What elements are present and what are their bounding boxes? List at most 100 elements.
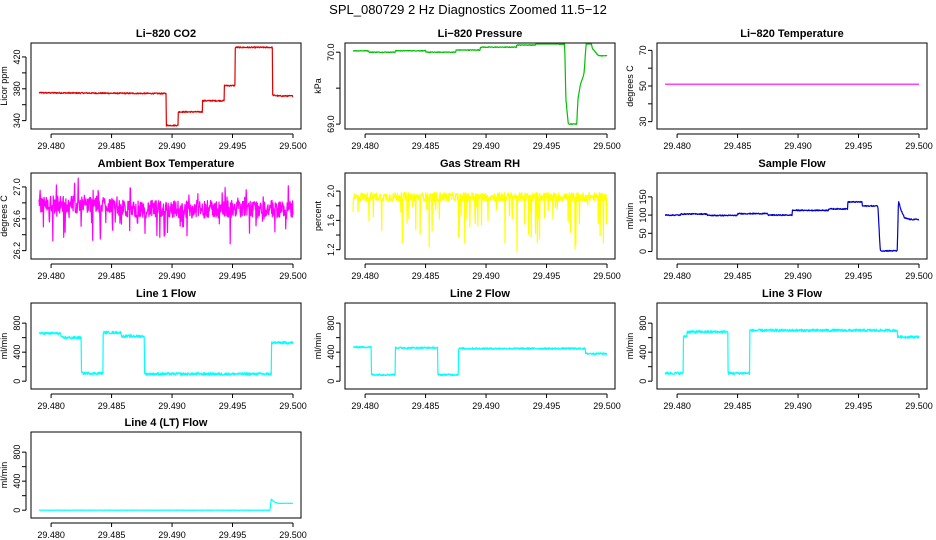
series-line	[38, 498, 294, 511]
x-tick-label: 29.485	[98, 530, 126, 540]
plot-frame	[30, 172, 302, 260]
y-tick-label: 0	[638, 249, 648, 254]
x-tick-label: 29.480	[663, 271, 691, 281]
x-tick-label: 29.490	[472, 141, 500, 151]
x-tick-label: 29.495	[533, 401, 561, 411]
y-tick-label: 0	[12, 508, 22, 513]
x-tick-label: 29.490	[158, 530, 186, 540]
x-tick-label: 29.495	[845, 141, 873, 151]
y-tick-label: 800	[638, 316, 648, 331]
series-line	[38, 330, 294, 376]
y-tick-label: 50	[638, 81, 648, 91]
panel-title: Li−820 Pressure	[438, 28, 523, 40]
series-line	[38, 177, 294, 245]
y-tick-label: 69.0	[326, 115, 336, 133]
x-tick-label: 29.480	[37, 271, 65, 281]
x-tick-label: 29.480	[351, 271, 379, 281]
y-tick-label: 26.6	[12, 210, 22, 228]
series-line	[664, 200, 920, 252]
x-tick-label: 29.480	[351, 401, 379, 411]
panel-title: Line 4 (LT) Flow	[125, 417, 208, 429]
y-tick-label: 800	[12, 445, 22, 460]
y-tick-label: 100	[638, 208, 648, 223]
x-tick-label: 29.495	[845, 271, 873, 281]
y-tick-label: 380	[12, 81, 22, 96]
y-axis-label: ml/min	[625, 203, 635, 230]
y-tick-label: 800	[326, 316, 336, 331]
plot-frame	[656, 42, 928, 130]
figure-title: SPL_080729 2 Hz Diagnostics Zoomed 11.5−…	[329, 2, 607, 17]
x-tick-label: 29.495	[533, 271, 561, 281]
y-tick-label: 150	[638, 189, 648, 204]
x-tick-label: 29.495	[845, 401, 873, 411]
x-tick-label: 29.490	[158, 401, 186, 411]
y-tick-label: 400	[326, 345, 336, 360]
x-tick-label: 29.500	[593, 141, 621, 151]
x-tick-label: 29.490	[472, 401, 500, 411]
y-tick-label: 1.2	[326, 243, 336, 256]
y-tick-label: 50	[638, 228, 648, 238]
x-tick-label: 29.490	[784, 271, 812, 281]
panel-title: Ambient Box Temperature	[98, 158, 235, 170]
x-tick-label: 29.480	[663, 401, 691, 411]
y-axis-label: kPa	[313, 78, 323, 94]
plot-frame	[344, 42, 616, 130]
x-tick-label: 29.485	[724, 141, 752, 151]
x-tick-label: 29.500	[905, 141, 933, 151]
x-tick-label: 29.480	[663, 141, 691, 151]
y-axis-label: percent	[313, 200, 323, 231]
x-tick-label: 29.485	[724, 401, 752, 411]
plot-frame	[344, 302, 616, 390]
plot-frame	[656, 172, 928, 260]
y-tick-label: 0	[638, 379, 648, 384]
y-tick-label: 1.6	[326, 214, 336, 227]
y-tick-label: 27.0	[12, 178, 22, 196]
x-tick-label: 29.490	[472, 271, 500, 281]
x-tick-label: 29.495	[219, 271, 247, 281]
x-tick-label: 29.495	[219, 401, 247, 411]
y-tick-label: 420	[12, 49, 22, 64]
plot-frame	[30, 42, 302, 130]
x-tick-label: 29.485	[98, 401, 126, 411]
x-tick-label: 29.500	[279, 401, 307, 411]
panel-title: Li−820 CO2	[136, 28, 196, 40]
series-line	[352, 43, 608, 126]
panel-title: Line 1 Flow	[136, 288, 196, 300]
y-axis-label: ml/min	[313, 333, 323, 360]
series-line	[352, 192, 608, 253]
x-tick-label: 29.480	[37, 401, 65, 411]
panel-title: Line 3 Flow	[762, 288, 822, 300]
panel-title: Gas Stream RH	[440, 158, 520, 170]
chart-panel: Li−820 Pressure 69.0 70.0 kPa 29.480 29.485 29…	[313, 28, 621, 151]
x-tick-label: 29.485	[724, 271, 752, 281]
x-tick-label: 29.480	[351, 141, 379, 151]
x-tick-label: 29.490	[784, 401, 812, 411]
y-tick-label: 340	[12, 113, 22, 128]
x-tick-label: 29.500	[905, 401, 933, 411]
x-tick-label: 29.490	[158, 141, 186, 151]
plot-frame	[30, 302, 302, 390]
y-tick-label: 2.0	[326, 185, 336, 198]
y-tick-label: 800	[12, 316, 22, 331]
x-tick-label: 29.495	[533, 141, 561, 151]
plot-frame	[344, 172, 616, 260]
x-tick-label: 29.485	[98, 141, 126, 151]
y-tick-label: 400	[12, 474, 22, 489]
x-tick-label: 29.490	[784, 141, 812, 151]
x-tick-label: 29.485	[98, 271, 126, 281]
y-tick-label: 26.2	[12, 242, 22, 260]
x-tick-label: 29.485	[412, 141, 440, 151]
y-tick-label: 0	[12, 379, 22, 384]
chart-panel: Ambient Box Temperature 26.2 26.6 27.0degre…	[0, 158, 307, 281]
y-tick-label: 70.0	[326, 43, 336, 61]
x-tick-label: 29.495	[219, 141, 247, 151]
y-tick-label: 400	[12, 345, 22, 360]
y-axis-label: ml/min	[0, 333, 9, 360]
panel-title: Line 2 Flow	[450, 288, 510, 300]
